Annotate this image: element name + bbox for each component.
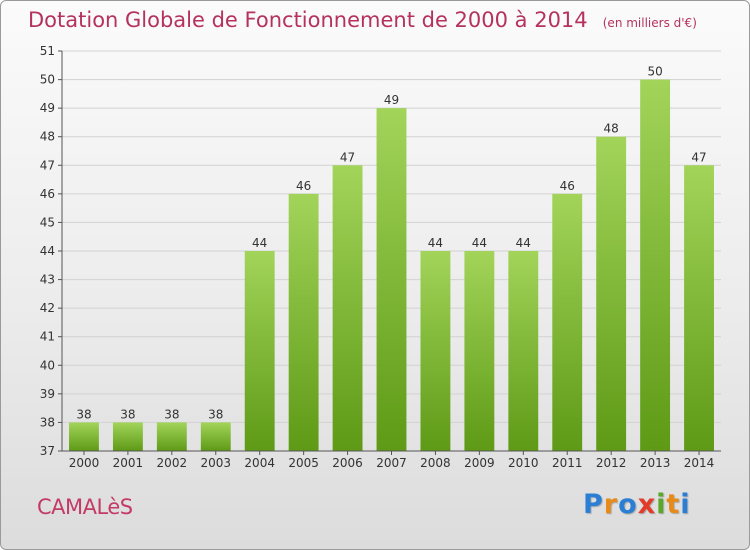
axis-layer: 37 38 39 40 41 42 43 44 45 46 47 48 49 50 51 2000 2001 20… [40,44,721,470]
chart-title: Dotation Globale de Fonctionnement de 20… [28,8,588,32]
logo-letter: P [583,489,604,520]
commune-name: CAMALèS [37,495,133,519]
chart-subtitle: (en milliers d'€) [602,16,697,30]
title-row: Dotation Globale de Fonctionnement de 20… [28,8,697,32]
bar-value-label: 44 [428,236,443,250]
x-tick-label: 2007 [376,456,407,470]
x-tick-label: 2002 [157,456,188,470]
x-tick-label: 2006 [332,456,363,470]
bar-value-label: 44 [516,236,531,250]
bar-2011 [552,193,583,451]
bar-2012 [596,136,627,451]
x-tick-label: 2012 [596,456,627,470]
bar-2009 [464,251,495,451]
bar-value-label: 48 [604,122,619,136]
bar-value-label: 46 [560,179,575,193]
y-tick-label: 37 [40,444,55,458]
y-tick-label: 42 [40,301,55,315]
bar-value-label: 50 [647,65,662,79]
bar-2001 [112,422,143,451]
proxiti-logo: Proxiti [583,489,691,520]
bar-2007 [376,108,407,452]
x-tick-label: 2014 [684,456,715,470]
bar-2008 [420,251,451,451]
y-tick-label: 45 [40,215,55,229]
bar-value-label: 47 [691,150,706,164]
bar-value-label: 47 [340,150,355,164]
x-tick-label: 2000 [69,456,100,470]
y-tick-label: 41 [40,330,55,344]
y-tick-label: 48 [40,130,55,144]
x-tick-label: 2010 [508,456,539,470]
y-tick-label: 49 [40,101,55,115]
bar-2006 [332,165,363,452]
bar-value-label: 38 [120,407,135,421]
bar-value-label: 38 [164,407,179,421]
bar-2014 [684,165,714,452]
bar-2004 [244,251,275,451]
bar-2003 [200,422,231,451]
x-tick-label: 2005 [288,456,319,470]
logo-letter: r [603,489,619,520]
bar-value-label: 44 [472,236,487,250]
logo-letter: t [666,489,681,520]
logo-letter: o [618,489,638,520]
logo-letter: i [656,489,667,520]
y-tick-label: 43 [40,273,55,287]
y-tick-label: 47 [40,158,55,172]
y-tick-label: 38 [40,415,55,429]
y-tick-label: 44 [40,244,55,258]
x-tick-label: 2004 [244,456,275,470]
bar-2013 [640,79,671,452]
bar-layer: 38 38 38 38 44 46 47 49 44 44 44 46 48 50 47 [69,65,714,452]
bar-value-label: 46 [296,179,311,193]
x-tick-label: 2001 [113,456,144,470]
bar-2005 [288,193,319,451]
y-tick-label: 40 [40,358,55,372]
x-tick-label: 2003 [200,456,231,470]
bar-2000 [69,422,99,451]
x-tick-label: 2008 [420,456,451,470]
bar-2002 [156,422,187,451]
x-tick-label: 2011 [552,456,583,470]
bar-value-label: 38 [208,407,223,421]
x-tick-label: 2013 [640,456,671,470]
logo-letter: i [680,489,691,520]
y-tick-label: 50 [40,73,55,87]
bar-2010 [508,251,539,451]
y-tick-label: 46 [40,187,55,201]
y-tick-label: 51 [40,44,55,58]
bar-value-label: 49 [384,93,399,107]
bar-value-label: 38 [76,407,91,421]
x-tick-label: 2009 [464,456,495,470]
bar-value-label: 44 [252,236,267,250]
y-tick-label: 39 [40,387,55,401]
logo-letter: x [637,489,657,520]
